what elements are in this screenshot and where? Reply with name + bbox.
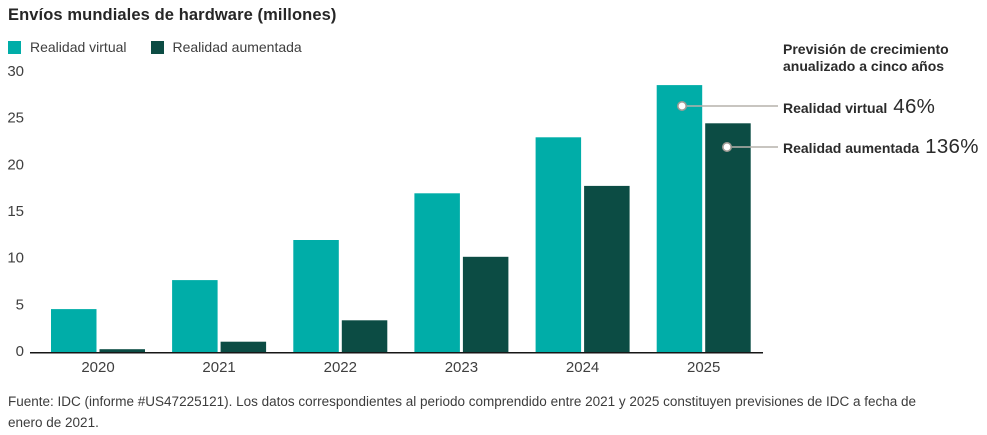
- y-tick-5: 5: [16, 296, 24, 313]
- annotation-ar-value: 136%: [925, 135, 979, 158]
- x-tick-2021: 2021: [202, 359, 235, 376]
- annotation-heading: Previsión de crecimiento anualizado a ci…: [783, 41, 949, 74]
- leader-dot-vr: [676, 101, 687, 112]
- legend-item-realidad-virtual: Realidad virtual: [8, 39, 127, 55]
- leader-dot-ar: [721, 142, 732, 153]
- annotation-realidad-aumentada: Realidad aumentada 136%: [783, 135, 979, 159]
- x-tick-2024: 2024: [566, 359, 599, 376]
- x-tick-2025: 2025: [687, 359, 720, 376]
- bar-2022-vr: [293, 240, 339, 352]
- bar-2022-ar: [341, 320, 388, 352]
- bar-2024-ar: [584, 185, 630, 352]
- legend-item-realidad-aumentada: Realidad aumentada: [150, 39, 302, 55]
- bar-2024-vr: [535, 137, 582, 352]
- x-tick-2020: 2020: [81, 359, 114, 376]
- chart-title: Envíos mundiales de hardware (millones): [8, 6, 337, 24]
- bar-2020-ar: [99, 349, 145, 352]
- x-tick-2023: 2023: [445, 359, 478, 376]
- y-tick-25: 25: [7, 110, 24, 127]
- annotation-ar-label: Realidad aumentada: [783, 140, 920, 156]
- source-footnote: Fuente: IDC (informe #US47225121). Los d…: [8, 394, 917, 430]
- bar-2023-ar: [462, 256, 509, 352]
- legend-swatch-vr: [8, 40, 21, 54]
- bar-2021-ar: [220, 341, 267, 352]
- bar-2023-vr: [414, 193, 460, 352]
- bar-2025-ar: [705, 123, 751, 352]
- bar-2021-vr: [172, 280, 218, 352]
- y-tick-30: 30: [7, 63, 24, 80]
- x-tick-2022: 2022: [324, 359, 357, 376]
- y-tick-15: 15: [7, 203, 24, 220]
- legend-swatch-ar: [150, 40, 164, 54]
- y-tick-0: 0: [16, 343, 24, 360]
- bar-2025-vr: [656, 85, 703, 352]
- bar-2020-vr: [51, 309, 97, 352]
- annotation-realidad-virtual: Realidad virtual 46%: [783, 95, 935, 119]
- annotation-vr-value: 46%: [893, 95, 936, 118]
- legend: Realidad virtual Realidad aumentada: [8, 39, 302, 55]
- y-tick-10: 10: [7, 250, 24, 267]
- y-tick-20: 20: [7, 156, 24, 173]
- legend-label-vr: Realidad virtual: [30, 39, 127, 55]
- legend-label-ar: Realidad aumentada: [172, 39, 302, 55]
- annotation-vr-label: Realidad virtual: [783, 100, 888, 116]
